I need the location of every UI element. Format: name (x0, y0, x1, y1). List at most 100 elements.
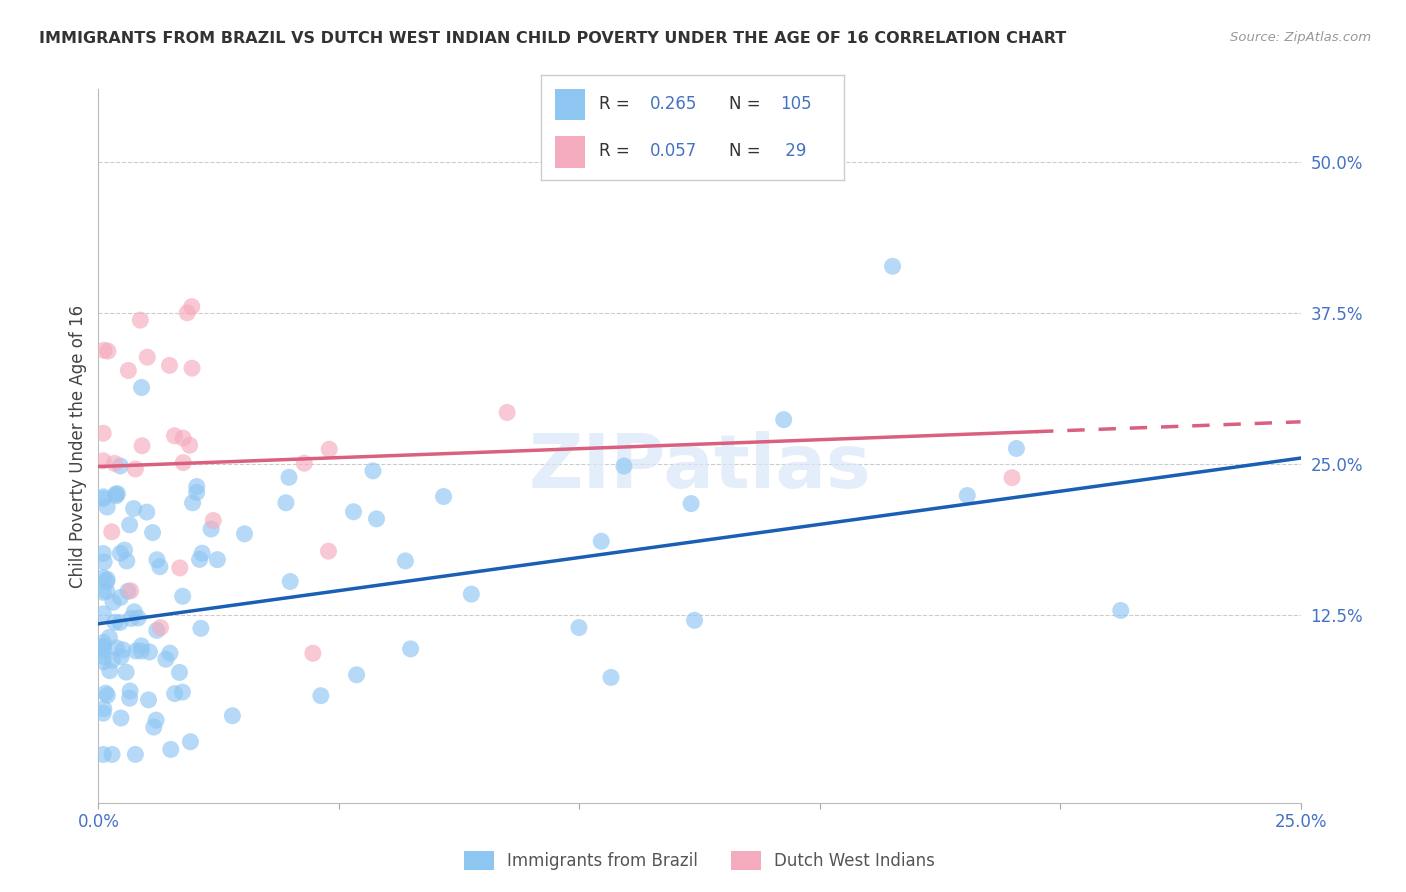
Point (110, 458, 132, 473)
Point (159, 359, 181, 373)
Point (110, 649, 132, 664)
Point (135, 505, 157, 519)
Point (104, 615, 127, 630)
Point (93, 701, 115, 715)
Point (91, 547, 114, 561)
Text: 0.057: 0.057 (650, 142, 697, 161)
Point (91, 635, 114, 649)
Point (138, 693, 160, 707)
Point (292, 456, 315, 470)
Point (169, 665, 191, 680)
Point (110, 711, 132, 725)
Point (120, 583, 142, 598)
Point (394, 554, 416, 568)
Point (110, 546, 132, 560)
Point (91, 649, 114, 664)
Point (302, 646, 325, 660)
Point (180, 300, 202, 314)
Point (172, 589, 194, 603)
Point (108, 615, 131, 630)
Point (138, 645, 160, 659)
Text: 29: 29 (780, 142, 807, 161)
Point (115, 554, 138, 568)
Point (118, 691, 141, 706)
Point (149, 621, 172, 635)
Point (149, 559, 172, 574)
Point (93, 343, 115, 358)
Point (91, 642, 114, 657)
Point (124, 747, 146, 762)
Point (172, 456, 194, 470)
Point (96, 572, 118, 586)
Point (120, 684, 142, 698)
Point (117, 363, 139, 377)
Point (318, 544, 340, 558)
Point (956, 489, 979, 503)
Text: IMMIGRANTS FROM BRAZIL VS DUTCH WEST INDIAN CHILD POVERTY UNDER THE AGE OF 16 CO: IMMIGRANTS FROM BRAZIL VS DUTCH WEST IND… (39, 31, 1067, 46)
Point (96, 584, 118, 599)
Point (114, 543, 136, 558)
Point (163, 687, 186, 701)
Point (1001, 471, 1024, 485)
Point (100, 524, 122, 539)
Point (460, 587, 482, 601)
Point (98, 664, 121, 678)
Point (432, 490, 454, 504)
Point (129, 313, 152, 327)
Point (1005, 442, 1028, 456)
Text: N =: N = (728, 142, 766, 161)
Point (118, 517, 141, 532)
Point (101, 653, 124, 667)
Point (186, 479, 208, 493)
Point (346, 667, 368, 681)
Point (172, 685, 194, 699)
Point (124, 605, 146, 619)
Point (94, 686, 117, 700)
Text: 0.265: 0.265 (650, 95, 697, 113)
Point (191, 546, 214, 560)
Point (101, 747, 124, 762)
Point (131, 439, 153, 453)
Point (681, 497, 703, 511)
Point (91, 490, 114, 504)
Point (91, 454, 114, 468)
Text: 105: 105 (780, 95, 811, 113)
Point (772, 412, 794, 426)
Point (278, 574, 301, 589)
Point (683, 613, 706, 627)
Point (399, 641, 422, 656)
Text: R =: R = (599, 95, 634, 113)
Point (96, 500, 118, 514)
Point (125, 644, 148, 658)
Legend: Immigrants from Brazil, Dutch West Indians: Immigrants from Brazil, Dutch West India… (457, 844, 942, 877)
Point (105, 640, 128, 655)
Point (278, 470, 301, 484)
Point (169, 561, 191, 575)
Point (179, 438, 201, 452)
Point (97, 344, 120, 359)
Point (318, 442, 340, 457)
Point (115, 665, 138, 679)
Point (200, 522, 222, 536)
Point (117, 584, 139, 599)
Point (91, 571, 114, 585)
Point (1109, 603, 1132, 617)
Point (98, 631, 121, 645)
Point (600, 670, 623, 684)
Point (145, 713, 167, 727)
Point (172, 431, 194, 445)
Point (342, 505, 364, 519)
Point (146, 552, 169, 566)
FancyBboxPatch shape (555, 136, 585, 168)
Point (101, 595, 124, 609)
Point (221, 708, 243, 723)
Text: N =: N = (728, 95, 766, 113)
Point (91, 585, 114, 599)
Point (110, 591, 132, 605)
Point (142, 525, 165, 540)
Point (176, 306, 198, 320)
Point (163, 428, 186, 442)
Point (142, 720, 165, 734)
Point (91, 607, 114, 621)
Point (613, 458, 636, 473)
